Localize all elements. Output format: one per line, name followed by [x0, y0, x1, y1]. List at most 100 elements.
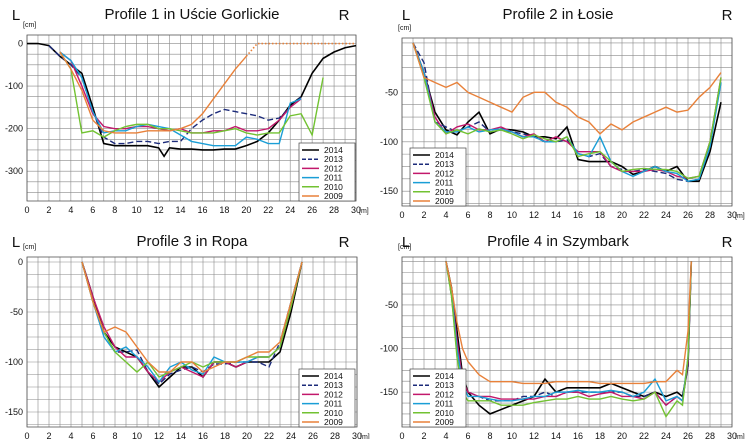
series-line-2010 [445, 261, 692, 418]
x-unit-label: [m] [359, 208, 369, 215]
x-tick-label: 4 [443, 431, 448, 439]
x-tick-label: 20 [617, 431, 627, 439]
right-bank-label: R [339, 7, 350, 24]
legend-label-2010: 2010 [435, 408, 454, 418]
series-line-2009 [445, 261, 692, 385]
legend-box [409, 147, 467, 207]
y-unit-label: [cm] [398, 25, 411, 32]
y-tick-label: -300 [5, 166, 23, 176]
legend-label-2010: 2010 [435, 187, 454, 197]
x-tick-label: 18 [595, 210, 605, 220]
legend-label-2014: 2014 [324, 145, 343, 155]
legend-label-2014: 2014 [435, 371, 454, 381]
x-tick-label: 10 [507, 431, 517, 439]
y-unit-label: [cm] [23, 244, 36, 251]
x-tick-label: 14 [551, 431, 561, 439]
series-line-2009-dotted [245, 42, 356, 57]
y-tick-label: -150 [380, 387, 398, 397]
series-line-2010 [59, 51, 324, 138]
x-tick-label: 4 [443, 210, 448, 220]
series-line-2009 [412, 42, 722, 135]
x-tick-label: 4 [68, 431, 73, 439]
legend-label-2012: 2012 [324, 163, 343, 173]
right-bank-label: R [339, 234, 350, 251]
x-tick-label: 0 [24, 431, 29, 439]
y-tick-label: -100 [5, 81, 23, 91]
x-tick-label: 6 [465, 210, 470, 220]
x-tick-label: 26 [307, 205, 317, 215]
legend-label-2013: 2013 [324, 154, 343, 164]
legend-box [298, 368, 356, 428]
y-tick-label: -100 [5, 357, 23, 367]
legend-label-2009: 2009 [435, 196, 454, 206]
x-tick-label: 30 [727, 431, 737, 439]
x-tick-label: 6 [465, 431, 470, 439]
y-tick-label: -100 [380, 137, 398, 147]
series-line-2012 [412, 42, 722, 180]
legend-label-2013: 2013 [324, 380, 343, 390]
x-tick-label: 10 [132, 431, 142, 439]
chart-title: Profile 3 in Ropa [137, 233, 249, 250]
chart-title: Profile 4 in Szymbark [487, 233, 629, 250]
x-tick-label: 24 [286, 431, 296, 439]
legend-label-2012: 2012 [435, 389, 454, 399]
legend-label-2010: 2010 [324, 182, 343, 192]
x-tick-label: 18 [219, 205, 229, 215]
left-bank-label: L [402, 234, 410, 251]
x-tick-label: 24 [285, 205, 295, 215]
y-tick-label: 0 [18, 39, 23, 49]
plot-frame [26, 34, 357, 202]
series-line-2009 [81, 261, 303, 373]
x-tick-label: 14 [176, 205, 186, 215]
x-unit-label: [m] [735, 434, 745, 439]
x-tick-label: 2 [46, 205, 51, 215]
x-tick-label: 14 [176, 431, 186, 439]
x-tick-label: 12 [154, 205, 164, 215]
plot-frame [401, 37, 733, 207]
x-tick-label: 6 [90, 431, 95, 439]
legend-label-2011: 2011 [324, 399, 343, 409]
left-bank-label: L [12, 234, 20, 251]
legend-box [409, 368, 467, 428]
x-tick-label: 16 [198, 431, 208, 439]
y-unit-label: [cm] [23, 22, 36, 29]
series-line-2011 [445, 261, 692, 403]
series-line-2011 [59, 51, 302, 147]
x-tick-label: 12 [529, 431, 539, 439]
x-tick-label: 0 [399, 431, 404, 439]
x-tick-label: 12 [154, 431, 164, 439]
x-tick-label: 8 [112, 205, 117, 215]
y-tick-label: -100 [380, 344, 398, 354]
chart-title: Profile 2 in Łosie [503, 6, 614, 23]
x-tick-label: 22 [639, 210, 649, 220]
x-tick-label: 18 [220, 431, 230, 439]
series-line-2013 [81, 261, 303, 385]
y-tick-label: 0 [18, 257, 23, 267]
x-tick-label: 18 [595, 431, 605, 439]
x-unit-label: [m] [735, 213, 745, 220]
legend-label-2012: 2012 [324, 389, 343, 399]
x-tick-label: 26 [683, 210, 693, 220]
legend-label-2012: 2012 [435, 168, 454, 178]
x-tick-label: 26 [308, 431, 318, 439]
x-tick-label: 20 [617, 210, 627, 220]
x-tick-label: 20 [241, 205, 251, 215]
x-tick-label: 30 [351, 205, 361, 215]
left-bank-label: L [402, 7, 410, 24]
x-tick-label: 22 [264, 431, 274, 439]
y-tick-label: -50 [385, 300, 398, 310]
x-tick-label: 10 [132, 205, 142, 215]
x-tick-label: 24 [661, 210, 671, 220]
x-tick-label: 26 [683, 431, 693, 439]
right-bank-label: R [722, 7, 733, 24]
x-tick-label: 4 [68, 205, 73, 215]
y-tick-label: -150 [380, 186, 398, 196]
series-line-2013 [412, 42, 722, 183]
right-bank-label: R [722, 234, 733, 251]
x-tick-label: 28 [705, 210, 715, 220]
y-tick-label: -200 [5, 124, 23, 134]
x-unit-label: [m] [360, 434, 370, 439]
